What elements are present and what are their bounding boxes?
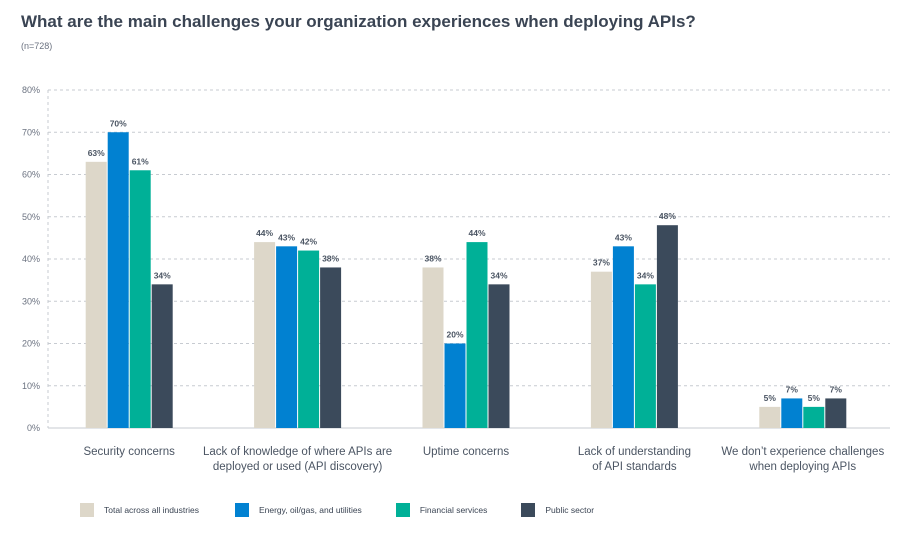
data-label: 38% xyxy=(322,253,339,263)
legend-label: Public sector xyxy=(545,505,595,515)
legend-item: Total across all industries xyxy=(80,503,199,517)
y-tick-label: 40% xyxy=(22,254,40,264)
bar xyxy=(656,225,678,428)
legend-swatch xyxy=(234,503,249,517)
data-label: 37% xyxy=(593,258,610,268)
data-label: 70% xyxy=(110,118,127,128)
data-label: 20% xyxy=(446,330,463,340)
y-tick-label: 80% xyxy=(22,85,40,95)
y-tick-label: 0% xyxy=(27,423,40,433)
data-label: 42% xyxy=(300,237,317,247)
chart-subtitle: (n=728) xyxy=(21,41,53,51)
y-tick-label: 10% xyxy=(22,381,40,391)
bar xyxy=(298,250,320,428)
bar-chart: 0% 10% 20% 30% 40% 50% 60% 70% 80% 63% 70% 61% 34% Se… xyxy=(22,85,890,473)
legend-swatch xyxy=(80,503,94,517)
data-label: 7% xyxy=(786,384,799,394)
data-label: 5% xyxy=(808,393,821,403)
bar xyxy=(590,271,612,428)
x-category-label: Uptime concerns xyxy=(423,446,510,458)
y-tick-label: 50% xyxy=(22,212,40,222)
bar xyxy=(759,406,781,428)
x-category-label: We don’t experience challenges xyxy=(721,446,884,458)
legend-item: Public sector xyxy=(521,503,594,517)
bar xyxy=(85,161,107,428)
data-label: 5% xyxy=(764,393,777,403)
bar xyxy=(634,284,656,428)
bar xyxy=(612,246,634,428)
bar xyxy=(781,398,803,428)
data-label: 43% xyxy=(615,232,632,242)
bar xyxy=(107,132,129,428)
data-label: 7% xyxy=(830,384,843,394)
chart-title: What are the main challenges your organi… xyxy=(21,12,696,31)
bar xyxy=(444,343,466,428)
bar xyxy=(320,267,342,428)
x-category-label: of API standards xyxy=(592,461,677,473)
data-label: 43% xyxy=(278,232,295,242)
x-category-label: Security concerns xyxy=(83,446,175,458)
x-category-label: deployed or used (API discovery) xyxy=(213,461,383,473)
y-tick-label: 60% xyxy=(22,170,40,180)
chart-legend: Total across all industries Energy, oil/g… xyxy=(80,503,594,517)
legend-label: Financial services xyxy=(419,505,488,515)
bar xyxy=(129,170,151,428)
legend-item: Energy, oil/gas, and utilities xyxy=(234,503,362,517)
bar xyxy=(488,284,510,428)
y-tick-label: 70% xyxy=(22,127,40,137)
data-label: 34% xyxy=(637,270,654,280)
bar xyxy=(422,267,444,428)
bar xyxy=(276,246,298,428)
bar xyxy=(254,242,276,428)
legend-item: Financial services xyxy=(395,503,488,517)
data-label: 48% xyxy=(659,211,676,221)
data-label: 61% xyxy=(132,156,149,166)
y-tick-label: 30% xyxy=(22,296,40,306)
x-category-label: when deploying APIs xyxy=(748,461,856,473)
x-category-label: Lack of knowledge of where APIs are xyxy=(203,446,392,458)
data-label: 63% xyxy=(88,148,105,158)
legend-swatch xyxy=(395,503,410,517)
data-label: 44% xyxy=(256,228,273,238)
bar xyxy=(803,406,825,428)
bar xyxy=(151,284,173,428)
bar xyxy=(825,398,847,428)
legend-swatch xyxy=(521,503,536,517)
data-label: 44% xyxy=(468,228,485,238)
data-label: 34% xyxy=(490,270,507,280)
legend-label: Total across all industries xyxy=(104,505,199,515)
bar xyxy=(466,242,488,428)
x-category-label: Lack of understanding xyxy=(578,446,691,458)
data-label: 38% xyxy=(424,253,441,263)
legend-label: Energy, oil/gas, and utilities xyxy=(258,505,362,515)
y-tick-label: 20% xyxy=(22,339,40,349)
data-label: 34% xyxy=(154,270,171,280)
